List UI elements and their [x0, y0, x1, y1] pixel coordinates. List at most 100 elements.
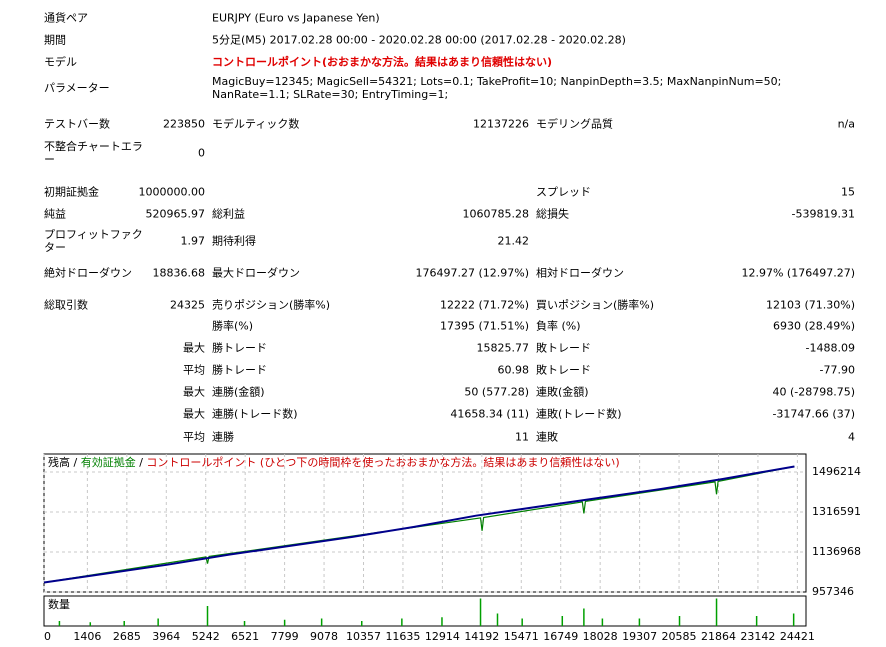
report-cell: 敗トレード: [536, 363, 591, 377]
report-cell: 連勝(トレード数): [212, 407, 298, 421]
report-cell: 売りポジション(勝率%): [212, 298, 331, 312]
report-cell: 12103 (71.30%): [765, 298, 855, 312]
report-cell: 連勝(金額): [212, 385, 265, 399]
report-cell: 総取引数: [44, 298, 88, 312]
report-cell: 1060785.28: [462, 207, 529, 221]
report-cell: 最大ドローダウン: [212, 266, 300, 280]
legend-entry: 残高: [48, 455, 70, 469]
x-tick-label: 20585: [662, 630, 697, 643]
x-tick-label: 23142: [740, 630, 775, 643]
report-cell: 連敗: [536, 430, 558, 444]
y-tick-label: 1136968: [812, 545, 861, 558]
report-cell: n/a: [837, 117, 855, 131]
report-cell: 連勝: [212, 430, 234, 444]
report-cell: MagicBuy=12345; MagicSell=54321; Lots=0.…: [212, 75, 782, 101]
report-cell: 絶対ドローダウン: [44, 266, 132, 280]
x-tick-label: 7799: [271, 630, 299, 643]
report-cell: モデルティック数: [212, 117, 300, 131]
x-tick-label: 5242: [192, 630, 220, 643]
x-tick-label: 24421: [780, 630, 815, 643]
report-cell: 最大: [183, 407, 205, 421]
y-tick-label: 1316591: [812, 505, 861, 518]
legend: 残高 / 有効証拠金 / コントロールポイント (ひとつ下の時間枠を使ったおおま…: [48, 455, 620, 469]
report-cell: 相対ドローダウン: [536, 266, 624, 280]
x-tick-label: 12914: [425, 630, 460, 643]
report-cell: モデリング品質: [536, 117, 613, 131]
x-tick-label: 15471: [504, 630, 539, 643]
report-cell: コントロールポイント(おおまかな方法。結果はあまり信頼性はない): [212, 55, 553, 69]
report-cell: スプレッド: [536, 185, 591, 199]
report-cell: 15825.77: [476, 341, 530, 355]
y-tick-label: 1496214: [812, 465, 861, 478]
report-cell: パラメーター: [44, 81, 110, 95]
plot-frame: [43, 453, 807, 593]
report-cell: 不整合チャートエラー: [44, 140, 143, 166]
x-tick-label: 10357: [346, 630, 381, 643]
report-cell: 41658.34 (11): [450, 407, 529, 421]
legend-entry: /: [70, 456, 81, 469]
report-cell: テストバー数: [44, 117, 110, 131]
report-cell: 勝率(%): [212, 319, 254, 333]
series-line: [43, 465, 795, 584]
x-tick-label: 1406: [73, 630, 101, 643]
report-cell: 勝トレード: [212, 363, 267, 377]
report-cell: 通貨ペア: [44, 11, 88, 25]
report-cell: 最大: [183, 341, 205, 355]
report-cell: 15: [841, 185, 855, 199]
x-tick-label: 6521: [231, 630, 259, 643]
report-cell: EURJPY (Euro vs Japanese Yen): [212, 11, 380, 25]
report-cell: 50 (577.28): [464, 385, 529, 399]
report-cell: 期間: [44, 33, 66, 47]
y-tick-label: 957346: [812, 585, 854, 598]
report-cell: 初期証拠金: [44, 185, 99, 199]
report-cell: 最大: [183, 385, 205, 399]
report-cell: 平均: [183, 363, 205, 377]
report-cell: 1.97: [180, 234, 206, 248]
volume-label: 数量: [48, 598, 70, 611]
report-cell: -1488.09: [805, 341, 855, 355]
x-tick-label: 14192: [464, 630, 499, 643]
report-cell: 連敗(金額): [536, 385, 589, 399]
x-tick-label: 16749: [543, 630, 578, 643]
report-cell: 12222 (71.72%): [439, 298, 529, 312]
report-cell: 総損失: [536, 207, 569, 221]
x-tick-label: 11635: [385, 630, 420, 643]
report-cell: 買いポジション(勝率%): [536, 298, 655, 312]
report-cell: 期待利得: [212, 234, 256, 248]
report-cell: 21.42: [497, 234, 530, 248]
x-tick-label: 0: [44, 630, 51, 643]
report-cell: 連敗(トレード数): [536, 407, 622, 421]
x-tick-label: 18028: [583, 630, 618, 643]
report-cell: 18836.68: [152, 266, 206, 280]
report-cell: 11: [515, 430, 529, 444]
report-cell: 純益: [44, 207, 66, 221]
report-cell: -539819.31: [791, 207, 855, 221]
report-cell: 24325: [170, 298, 205, 312]
x-tick-label: 9078: [310, 630, 338, 643]
report-cell: 4: [848, 430, 855, 444]
report-cell: モデル: [44, 55, 77, 69]
report-cell: 12.97% (176497.27): [741, 266, 855, 280]
x-tick-label: 3964: [152, 630, 180, 643]
report-cell: 5分足(M5) 2017.02.28 00:00 - 2020.02.28 00…: [212, 33, 626, 47]
x-tick-label: 2685: [113, 630, 141, 643]
report-cell: 40 (-28798.75): [772, 385, 855, 399]
report-cell: プロフィットファクター: [44, 228, 143, 254]
report-cell: -31747.66 (37): [772, 407, 855, 421]
report-cell: 17395 (71.51%): [439, 319, 529, 333]
x-tick-label: 21864: [701, 630, 736, 643]
legend-entry: 有効証拠金: [81, 455, 136, 469]
report-cell: 520965.97: [145, 207, 206, 221]
report-cell: 平均: [183, 430, 205, 444]
report-cell: 0: [198, 146, 205, 160]
volume-frame: [43, 595, 807, 627]
report-cell: 勝トレード: [212, 341, 267, 355]
report-cell: 敗トレード: [536, 341, 591, 355]
report-cell: 60.98: [497, 363, 530, 377]
report-cell: 12137226: [473, 117, 529, 131]
report-cell: 6930 (28.49%): [772, 319, 855, 333]
report-cell: -77.90: [819, 363, 855, 377]
legend-entry: /: [136, 456, 147, 469]
series-line: [43, 465, 795, 584]
